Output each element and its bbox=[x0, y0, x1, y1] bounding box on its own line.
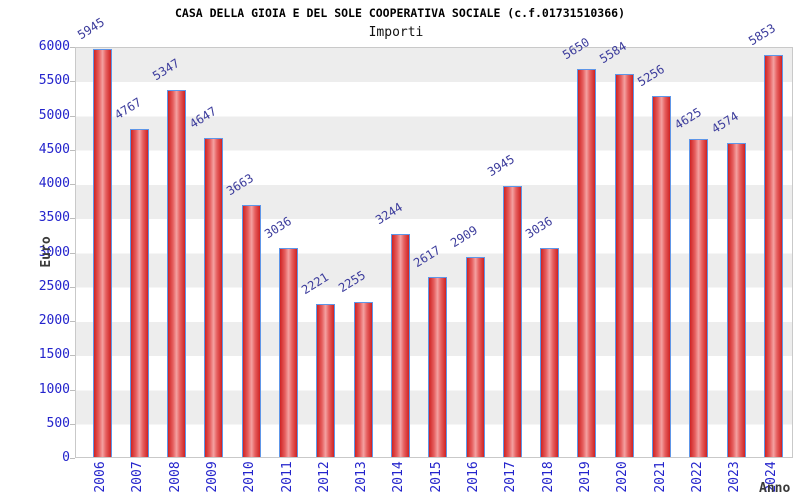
x-axis-title: Anno bbox=[759, 481, 791, 496]
y-tick-label: 1500 bbox=[38, 347, 70, 363]
plot-area bbox=[75, 47, 793, 458]
x-tick-label-2018: 2018 bbox=[540, 461, 556, 493]
y-tick-mark bbox=[70, 355, 75, 357]
x-tick-label-2013: 2013 bbox=[354, 461, 370, 493]
y-tick-mark bbox=[70, 81, 75, 83]
x-tick-label-2020: 2020 bbox=[615, 461, 631, 493]
bar-2019 bbox=[577, 68, 597, 457]
x-tick-label-2021: 2021 bbox=[652, 461, 668, 493]
bar-2015 bbox=[428, 276, 448, 457]
bar-2007 bbox=[129, 129, 149, 457]
y-tick-label: 6000 bbox=[38, 39, 70, 54]
x-tick-label-2008: 2008 bbox=[167, 461, 183, 493]
y-tick-label: 5000 bbox=[38, 107, 70, 123]
y-tick-label: 2000 bbox=[38, 313, 70, 328]
bar-2021 bbox=[652, 95, 671, 457]
bar-2018 bbox=[540, 248, 560, 457]
x-tick-label-2006: 2006 bbox=[93, 461, 108, 493]
y-tick-mark bbox=[70, 252, 75, 254]
bar-2011 bbox=[279, 248, 298, 457]
x-tick-label-2007: 2007 bbox=[130, 461, 146, 493]
y-tick-mark bbox=[70, 423, 75, 425]
y-tick-label: 500 bbox=[46, 415, 70, 431]
chart-subtitle: Importi bbox=[368, 25, 424, 40]
y-tick-mark bbox=[70, 321, 75, 322]
y-tick-label: 3500 bbox=[38, 210, 70, 226]
bar-2020 bbox=[614, 73, 634, 457]
x-tick-label-2009: 2009 bbox=[204, 461, 220, 493]
x-tick-label-2011: 2011 bbox=[279, 461, 295, 493]
y-tick-mark bbox=[70, 286, 75, 288]
y-tick-label: 4000 bbox=[38, 176, 70, 191]
x-tick-label-2022: 2022 bbox=[689, 461, 705, 493]
y-tick-mark bbox=[70, 115, 75, 117]
bar-2017 bbox=[502, 185, 522, 457]
x-tick-label-2016: 2016 bbox=[466, 461, 481, 493]
y-tick-label: 4500 bbox=[38, 141, 70, 157]
y-tick-mark bbox=[70, 47, 75, 48]
y-tick-label: 0 bbox=[62, 450, 70, 465]
y-tick-mark bbox=[70, 458, 75, 459]
x-tick-label-2023: 2023 bbox=[727, 461, 743, 493]
bar-2023 bbox=[726, 142, 746, 457]
bar-2016 bbox=[465, 256, 485, 457]
bar-2012 bbox=[316, 303, 336, 457]
x-tick-label-2019: 2019 bbox=[577, 461, 593, 493]
y-tick-label: 2500 bbox=[38, 278, 70, 294]
x-tick-label-2017: 2017 bbox=[503, 461, 519, 493]
bar-2024 bbox=[763, 55, 783, 457]
chart-title: CASA DELLA GIOIA E DEL SOLE COOPERATIVA … bbox=[174, 6, 626, 20]
bar-2010 bbox=[241, 205, 261, 457]
y-tick-label: 5500 bbox=[38, 73, 70, 89]
bar-2013 bbox=[353, 301, 373, 457]
bar-2009 bbox=[204, 137, 224, 457]
y-tick-label: 3000 bbox=[38, 244, 70, 260]
x-tick-label-2014: 2014 bbox=[391, 461, 407, 493]
x-tick-label-2010: 2010 bbox=[242, 461, 258, 493]
y-tick-mark bbox=[70, 218, 75, 220]
y-tick-mark bbox=[70, 149, 75, 151]
y-tick-mark bbox=[70, 389, 75, 391]
y-axis-title: Euro bbox=[39, 236, 54, 268]
bar-2014 bbox=[390, 233, 410, 457]
bar-2008 bbox=[167, 89, 187, 457]
bar-2022 bbox=[689, 139, 709, 457]
x-tick-label-2012: 2012 bbox=[316, 461, 332, 493]
y-tick-mark bbox=[70, 184, 75, 185]
bar-2006 bbox=[92, 48, 112, 457]
y-tick-label: 1000 bbox=[38, 381, 70, 397]
x-tick-label-2015: 2015 bbox=[428, 461, 444, 493]
